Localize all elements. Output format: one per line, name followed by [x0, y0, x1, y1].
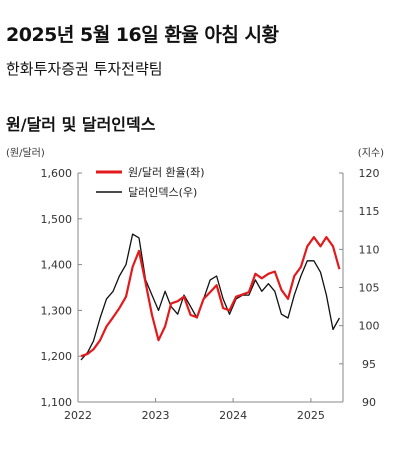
- series-lines: [80, 233, 341, 361]
- x-tick-label: 2024: [219, 409, 247, 422]
- x-tick-label: 2025: [297, 409, 325, 422]
- left-tick-label: 1,200: [41, 350, 73, 363]
- legend-label: 원/달러 환율(좌): [128, 166, 205, 179]
- x-tick-label: 2022: [64, 409, 92, 422]
- x-tick-label: 2023: [142, 409, 170, 422]
- krw-usd-series-line: [80, 235, 341, 358]
- left-axis-label: (원/달러): [6, 147, 45, 159]
- left-tick-label: 1,500: [41, 213, 73, 226]
- legend: 원/달러 환율(좌) 달러인덱스(우): [96, 166, 205, 199]
- right-tick-label: 120: [359, 167, 380, 180]
- right-tick-label: 115: [359, 205, 380, 218]
- legend-label: 달러인덱스(우): [128, 186, 197, 199]
- left-tick-label: 1,400: [41, 259, 73, 272]
- dollar-index-series-line: [80, 233, 340, 361]
- right-tick-label: 90: [362, 396, 376, 409]
- right-tick-label: 95: [362, 358, 376, 371]
- left-tick-label: 1,600: [41, 167, 73, 180]
- right-tick-label: 110: [359, 243, 380, 256]
- right-axis-label: (지수): [358, 147, 384, 159]
- page-title: 2025년 5월 16일 환율 아침 시황: [6, 24, 279, 46]
- right-tick-label: 100: [359, 320, 380, 333]
- right-tick-label: 105: [359, 282, 380, 295]
- left-tick-label: 1,100: [41, 396, 73, 409]
- axes: 1,100 1,200 1,300 1,400 1,500 1,600 90 95 100 105…: [41, 167, 380, 422]
- left-tick-label: 1,300: [41, 304, 73, 317]
- chart-svg: (원/달러) (지수) 1,100 1,200 1,300 1,400 1,500 1,6…: [6, 147, 384, 422]
- chart-title: 원/달러 및 달러인덱스: [6, 115, 156, 134]
- page-subtitle: 한화투자증권 투자전략팀: [6, 60, 163, 78]
